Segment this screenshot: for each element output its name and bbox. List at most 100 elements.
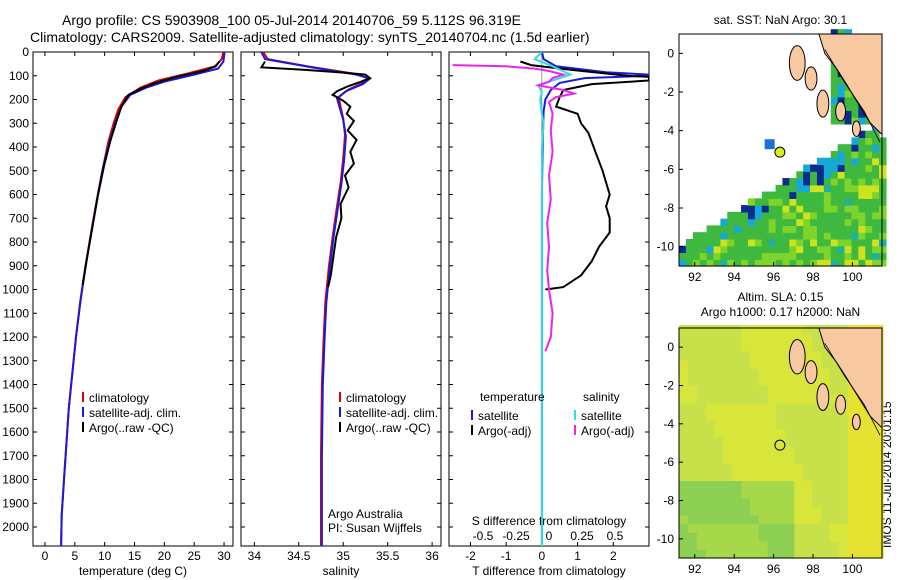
sst-cell — [844, 238, 853, 247]
difference-series-s-argo-adj- — [452, 64, 578, 352]
sla-cell — [812, 445, 822, 456]
sla-cell — [856, 471, 866, 481]
sla-cell — [723, 532, 733, 542]
sst-cell — [727, 245, 735, 254]
sst-cell — [823, 238, 832, 247]
sst-cell — [768, 198, 777, 206]
s-tick-label: -0.25 — [502, 529, 530, 543]
sla-cell — [741, 351, 751, 361]
sla-cell — [687, 506, 698, 516]
sla-cell — [696, 342, 707, 352]
sla-cell — [829, 480, 840, 490]
sst-cell — [796, 238, 804, 247]
sst-cell — [741, 252, 749, 260]
sst-cell — [734, 259, 742, 267]
sla-cell — [749, 532, 760, 542]
x-tick-label: 20 — [158, 549, 172, 563]
sla-cell — [847, 497, 857, 507]
sst-cell — [865, 130, 873, 139]
x-tick-label: 25 — [188, 549, 202, 563]
sla-cell — [749, 506, 760, 516]
sst-cell — [844, 218, 853, 226]
sst-cell — [713, 225, 721, 233]
sla-cell — [749, 437, 760, 447]
sla-cell — [758, 480, 769, 490]
sst-cell — [768, 252, 777, 260]
land-island — [851, 413, 861, 431]
sst-cell — [858, 184, 866, 193]
sla-cell — [749, 540, 760, 550]
map-x-tick-label: 94 — [728, 270, 742, 284]
sla-cell — [776, 549, 787, 559]
sla-cell — [785, 402, 795, 412]
sla-cell — [732, 437, 742, 447]
sla-cell — [741, 523, 751, 533]
sst-cell — [858, 137, 866, 145]
sla-cell — [714, 489, 724, 499]
sst-cell — [858, 157, 866, 166]
sst-cell — [879, 252, 887, 260]
sla-cell — [865, 540, 875, 550]
sla-cell — [812, 376, 822, 387]
sla-cell — [767, 549, 778, 559]
sla-cell — [812, 549, 822, 559]
sst-cell — [816, 178, 825, 186]
sst-cell — [796, 178, 804, 186]
sst-cell — [872, 211, 880, 220]
sst-cell — [851, 171, 859, 179]
sla-cell — [803, 445, 813, 456]
sst-cell — [837, 252, 846, 260]
sla-cell — [723, 420, 733, 430]
sla-cell — [803, 532, 813, 542]
sla-cell — [767, 325, 778, 335]
sla-cell — [741, 549, 751, 559]
sst-cell — [782, 191, 790, 199]
sla-cell — [874, 445, 884, 456]
sla-cell — [749, 445, 760, 456]
sst-cell — [858, 117, 866, 125]
map-x-tick-label: 94 — [728, 562, 742, 576]
sla-cell — [749, 333, 760, 343]
sla-cell — [749, 480, 760, 490]
sla-cell — [679, 411, 689, 421]
sst-cell — [789, 252, 797, 260]
sla-cell — [812, 420, 822, 430]
sla-cell — [705, 480, 716, 490]
sla-cell — [847, 411, 857, 421]
sst-cell — [810, 225, 818, 233]
sla-cell — [820, 549, 831, 559]
sla-cell — [829, 376, 840, 387]
sla-cell — [705, 514, 716, 525]
sla-cell — [732, 411, 742, 421]
sla-cell — [812, 463, 822, 473]
sla-cell — [714, 549, 724, 559]
sla-cell — [714, 497, 724, 507]
sla-cell — [803, 411, 813, 421]
sst-cell — [761, 198, 770, 206]
sla-cell — [812, 385, 822, 395]
sla-cell — [794, 489, 804, 499]
sla-cell — [679, 463, 689, 473]
sla-cell — [803, 402, 813, 412]
sst-cell — [775, 211, 784, 220]
sla-cell — [705, 376, 716, 387]
sla-cell — [812, 532, 822, 542]
sla-cell — [776, 480, 787, 490]
sla-cell — [687, 376, 698, 387]
depth-tick-label: 200 — [9, 93, 29, 107]
sla_map-title: Altim. SLA: 0.15 — [737, 290, 823, 304]
sst-cell — [872, 252, 880, 260]
sst-cell — [844, 29, 853, 37]
sst-cell — [879, 164, 887, 172]
depth-tick-label: 900 — [9, 259, 29, 273]
sla-cell — [856, 463, 866, 473]
sst-cell — [879, 184, 887, 193]
sla-cell — [732, 514, 742, 525]
sla-cell — [749, 325, 760, 335]
sst-cell — [851, 218, 859, 226]
sst-cell — [810, 184, 818, 193]
sst-cell — [879, 144, 887, 152]
sst-cell — [720, 232, 728, 240]
sla-cell — [767, 506, 778, 516]
sla-cell — [856, 420, 866, 430]
